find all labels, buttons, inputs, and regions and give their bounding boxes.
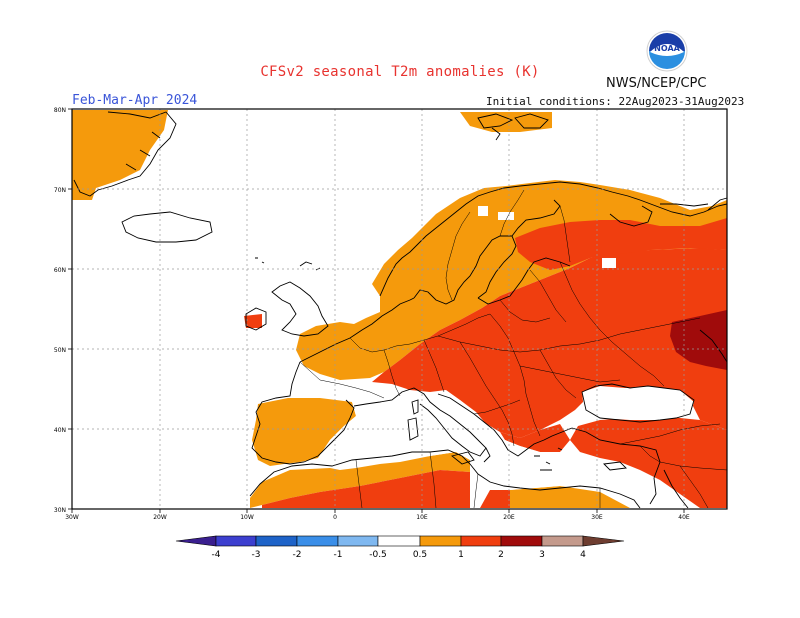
colorbar-label: 1	[458, 550, 464, 560]
colorbar-label: 0.5	[413, 550, 427, 560]
agency-label: NWS/NCEP/CPC	[606, 76, 707, 91]
lon-label: 10W	[240, 514, 254, 521]
logo-text: NOAA	[654, 44, 680, 53]
colorbar-label: -4	[212, 550, 221, 560]
lon-label: 30W	[65, 514, 79, 521]
map-frame	[71, 108, 728, 510]
lat-label: 30N	[54, 507, 66, 514]
colorbar-label: -0.5	[369, 550, 387, 560]
cb-2-1	[296, 535, 339, 547]
graticule	[72, 109, 727, 509]
lon-label: 20W	[153, 514, 167, 521]
colorbar-label: -3	[252, 550, 261, 560]
cb-3-2	[255, 535, 298, 547]
colorbar	[175, 535, 625, 547]
lon-label: 20E	[503, 514, 515, 521]
season-label: Feb-Mar-Apr 2024	[72, 93, 198, 108]
cb-gt4	[582, 535, 625, 547]
cb-2-3	[500, 535, 543, 547]
lon-label: 10E	[416, 514, 428, 521]
cb-05-05	[377, 535, 421, 547]
anomaly-fields	[72, 110, 727, 508]
noaa-logo: NOAA	[646, 30, 688, 72]
lat-label: 70N	[54, 187, 66, 194]
cb-1-05	[337, 535, 379, 547]
colorbar-label: 3	[539, 550, 545, 560]
lat-label: 40N	[54, 427, 66, 434]
lat-label: 80N	[54, 107, 66, 114]
colorbar-label: 2	[498, 550, 504, 560]
cb-lt-4	[175, 535, 217, 547]
colorbar-label: -2	[293, 550, 302, 560]
cb-1-2	[460, 535, 502, 547]
country-borders	[299, 189, 728, 509]
coastlines	[73, 111, 728, 509]
map-title: CFSv2 seasonal T2m anomalies (K)	[260, 64, 540, 80]
lon-label: 30E	[591, 514, 603, 521]
colorbar-label: 4	[580, 550, 586, 560]
anomaly-near-zero	[318, 206, 694, 508]
lon-label: 40E	[678, 514, 690, 521]
lon-label: 0	[333, 514, 337, 521]
cb-3-4	[541, 535, 584, 547]
colorbar-label: -1	[334, 550, 343, 560]
cb-4-3	[215, 535, 257, 547]
lat-label: 60N	[54, 267, 66, 274]
tick-marks	[68, 108, 685, 513]
initial-conditions-label: Initial conditions: 22Aug2023-31Aug2023	[486, 95, 745, 108]
cb-05-1	[419, 535, 462, 547]
lat-label: 50N	[54, 347, 66, 354]
